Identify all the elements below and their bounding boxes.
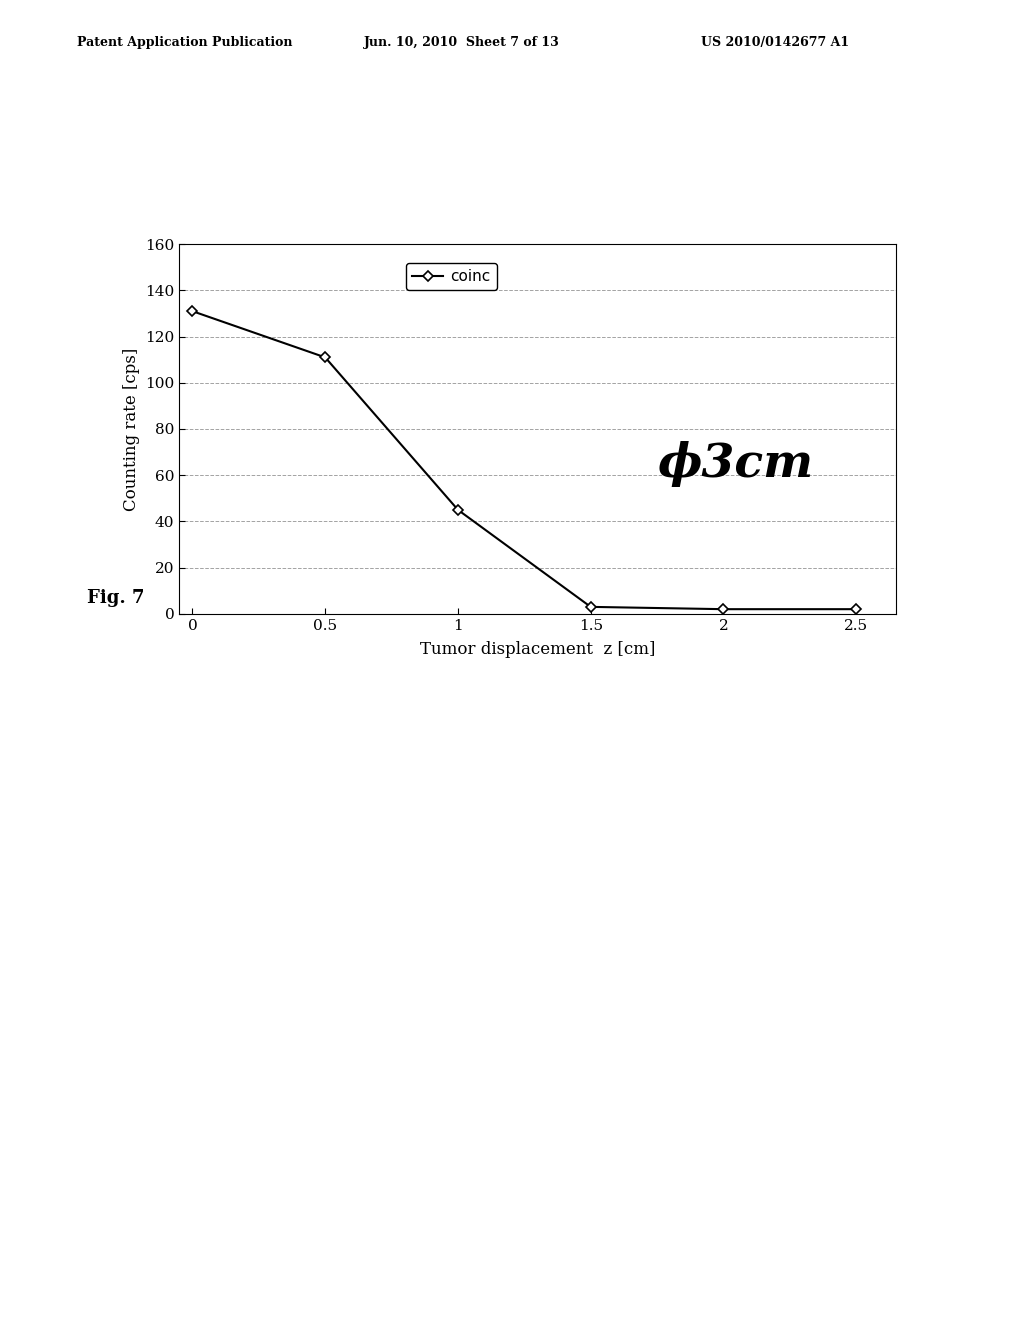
- Y-axis label: Counting rate [cps]: Counting rate [cps]: [123, 347, 139, 511]
- coinc: [850, 601, 862, 616]
- coinc: [452, 502, 464, 517]
- Legend: coinc: coinc: [407, 263, 497, 290]
- X-axis label: Tumor displacement  z [cm]: Tumor displacement z [cm]: [420, 642, 655, 657]
- Line: coinc: coinc: [189, 308, 860, 612]
- Text: US 2010/0142677 A1: US 2010/0142677 A1: [701, 36, 850, 49]
- Text: Jun. 10, 2010  Sheet 7 of 13: Jun. 10, 2010 Sheet 7 of 13: [364, 36, 559, 49]
- coinc: [585, 599, 597, 615]
- coinc: [717, 601, 729, 616]
- coinc: [319, 350, 332, 366]
- Text: Patent Application Publication: Patent Application Publication: [77, 36, 292, 49]
- coinc: [186, 304, 199, 319]
- Text: Fig. 7: Fig. 7: [87, 589, 144, 607]
- Text: ϕ3cm: ϕ3cm: [657, 441, 813, 487]
